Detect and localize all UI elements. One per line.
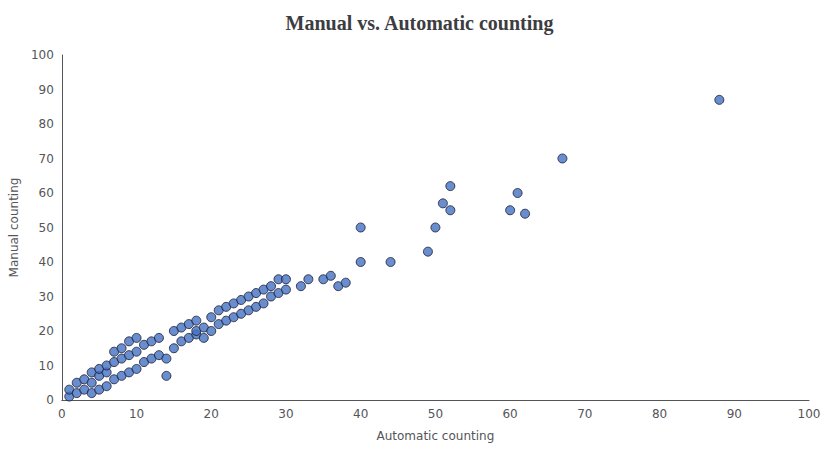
svg-text:100: 100 — [798, 407, 821, 421]
svg-text:Manual counting: Manual counting — [7, 178, 21, 278]
svg-text:10: 10 — [129, 407, 144, 421]
svg-text:30: 30 — [278, 407, 293, 421]
svg-text:Manual vs. Automatic counting: Manual vs. Automatic counting — [286, 12, 554, 35]
svg-text:10: 10 — [39, 359, 54, 373]
svg-text:90: 90 — [39, 83, 54, 97]
svg-text:50: 50 — [428, 407, 443, 421]
svg-text:100: 100 — [31, 48, 54, 62]
svg-text:70: 70 — [39, 152, 54, 166]
svg-text:70: 70 — [577, 407, 592, 421]
svg-text:Automatic counting: Automatic counting — [377, 429, 495, 443]
svg-text:40: 40 — [353, 407, 368, 421]
svg-text:50: 50 — [39, 221, 54, 235]
svg-text:80: 80 — [39, 117, 54, 131]
svg-text:90: 90 — [727, 407, 742, 421]
svg-text:40: 40 — [39, 255, 54, 269]
svg-text:60: 60 — [502, 407, 517, 421]
svg-text:80: 80 — [652, 407, 667, 421]
svg-text:20: 20 — [204, 407, 219, 421]
svg-text:20: 20 — [39, 324, 54, 338]
svg-text:0: 0 — [46, 393, 54, 407]
svg-text:60: 60 — [39, 186, 54, 200]
svg-text:0: 0 — [58, 407, 66, 421]
svg-text:30: 30 — [39, 290, 54, 304]
